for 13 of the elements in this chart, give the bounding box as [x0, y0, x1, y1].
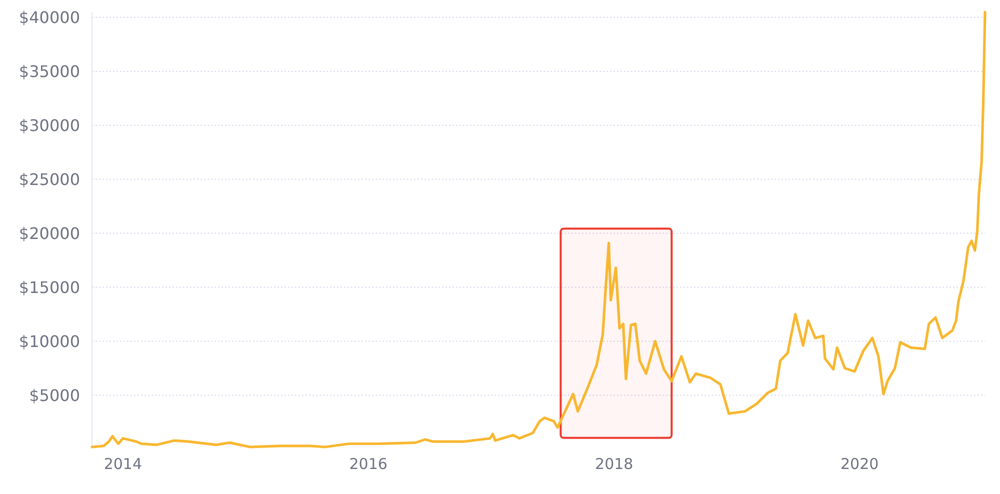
y-tick-label: $25000: [18, 170, 80, 189]
y-tick-label: $40000: [18, 8, 80, 27]
y-tick-label: $35000: [18, 62, 80, 81]
y-tick-label: $15000: [18, 278, 80, 297]
y-tick-label: $5000: [29, 386, 80, 405]
y-tick-label: $10000: [18, 332, 80, 351]
y-tick-label: $30000: [18, 116, 80, 135]
line-series: [90, 10, 986, 448]
x-tick-label: 2018: [595, 455, 634, 473]
x-tick-label: 2014: [104, 455, 142, 473]
x-tick-label: 2016: [349, 455, 388, 473]
y-tick-label: $20000: [18, 224, 80, 243]
x-tick-label: 2020: [840, 455, 879, 473]
